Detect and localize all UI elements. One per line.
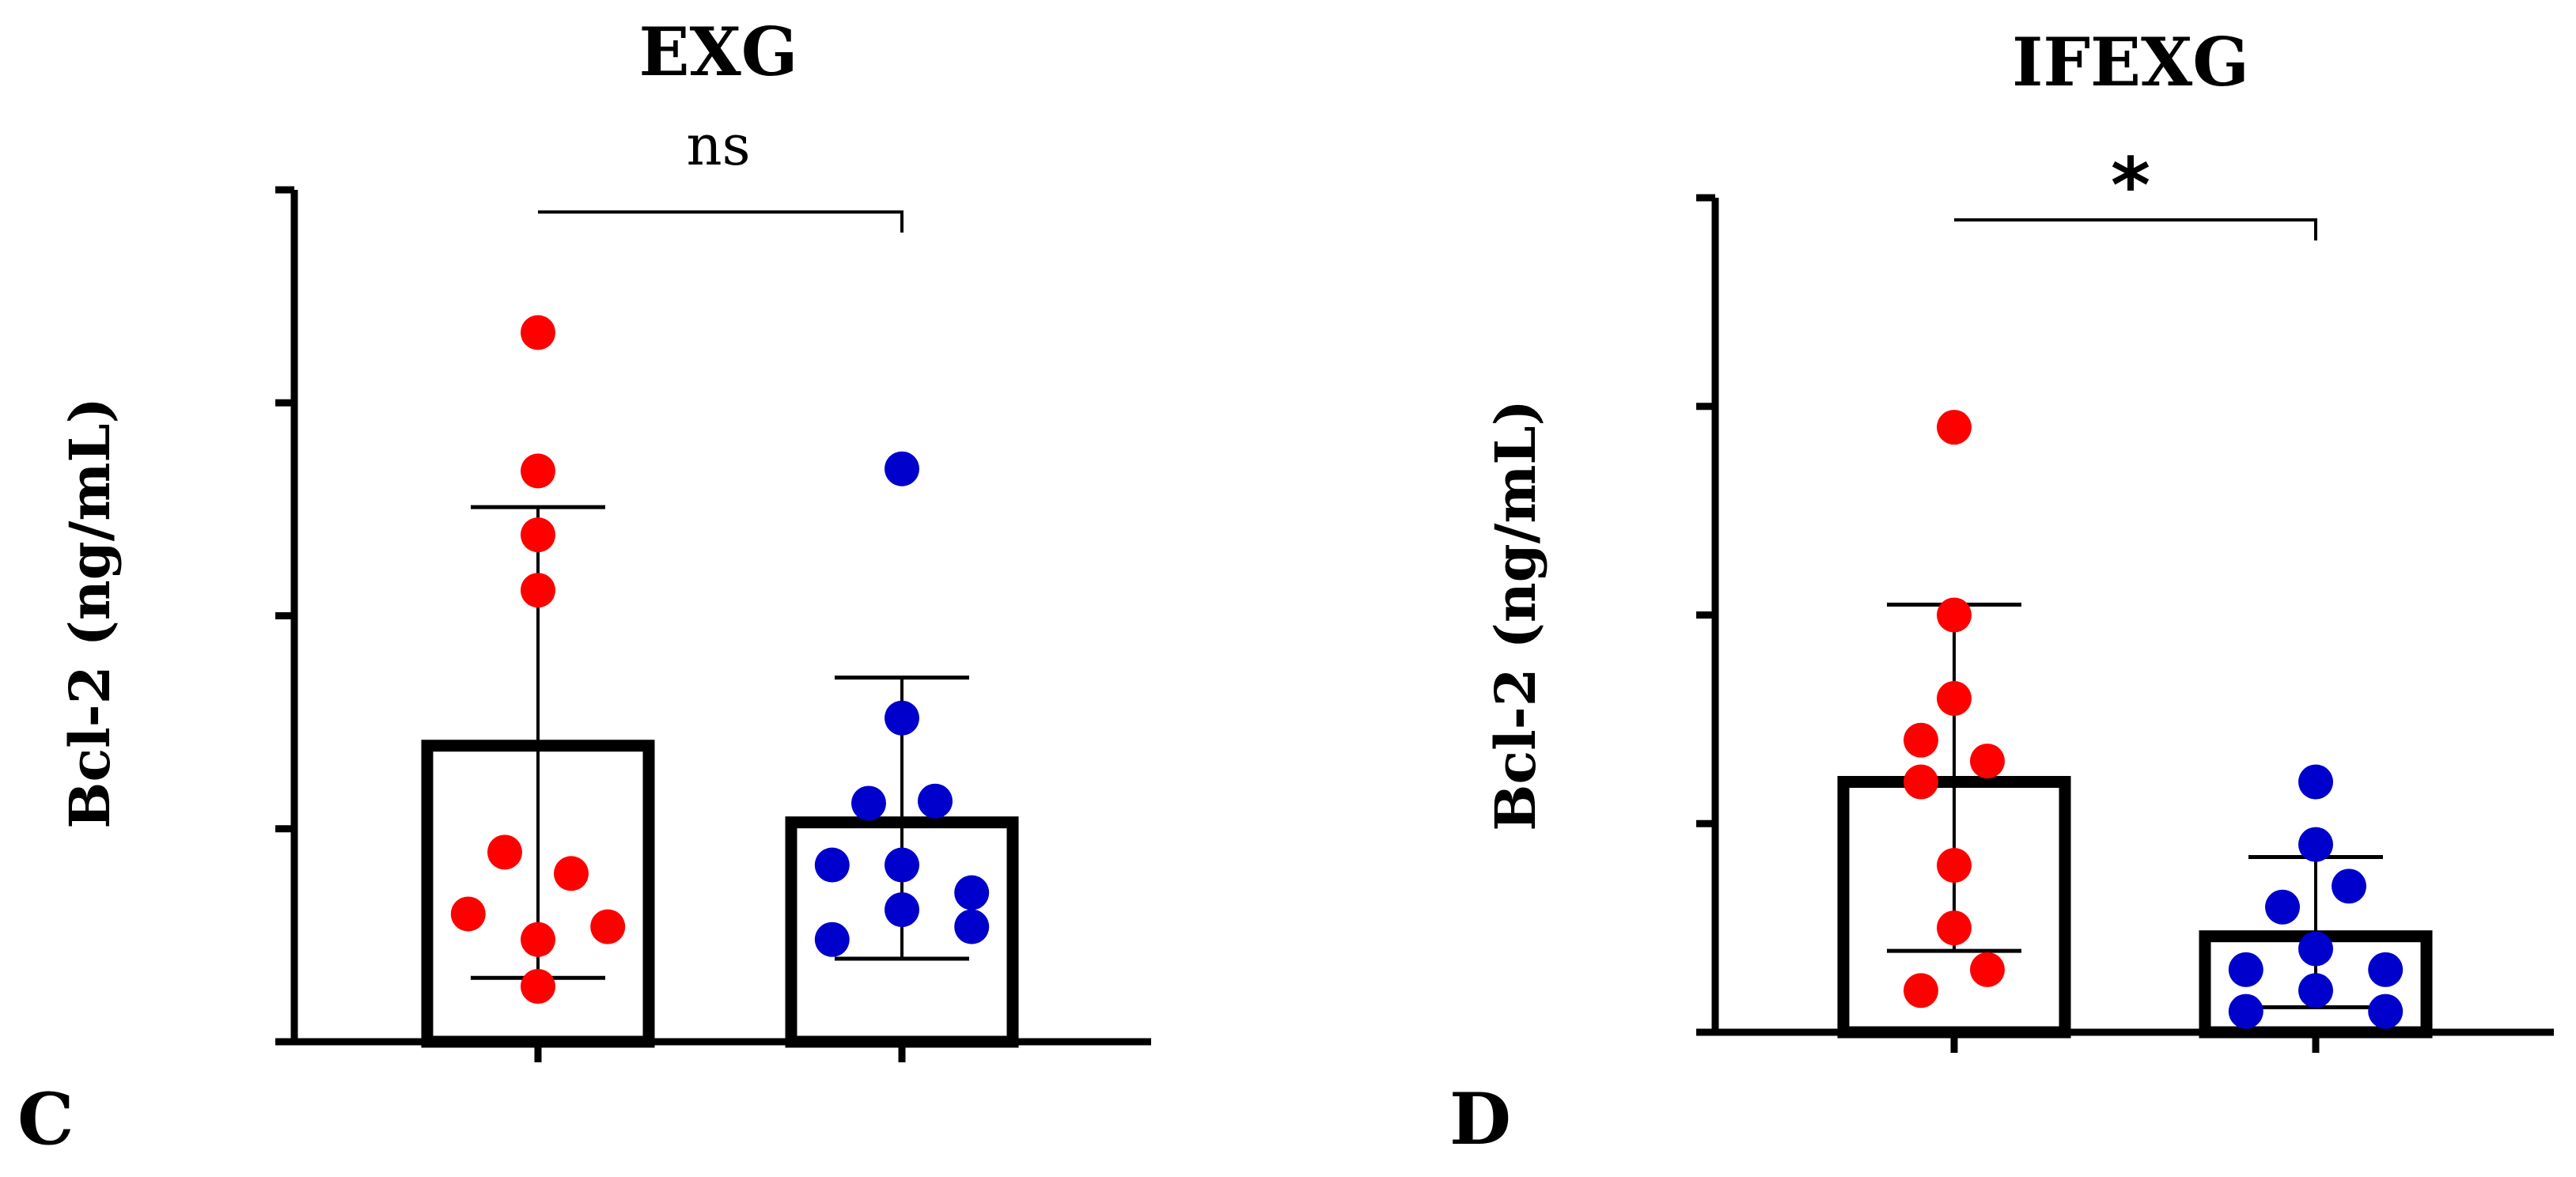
posttest-data-point	[2228, 952, 2263, 987]
pretest-data-point	[1904, 973, 1938, 1009]
panel-label-d: D	[1449, 1077, 1511, 1161]
posttest-data-point	[2368, 952, 2404, 987]
pretest-data-point	[521, 453, 555, 489]
pretest-data-point	[450, 896, 486, 932]
pretest-data-point	[554, 856, 589, 891]
posttest-data-point	[2228, 993, 2263, 1029]
pretest-data-point	[521, 922, 555, 957]
posttest-data-point	[2265, 889, 2300, 925]
pretest-data-point	[1937, 597, 1972, 633]
y-axis-label-d: Bcl-2 (ng/mL)	[1483, 399, 1548, 831]
posttest-data-point	[2298, 827, 2333, 862]
pretest-data-point	[521, 573, 555, 608]
pretest-data-point	[1937, 410, 1972, 445]
pretest-data-point	[521, 517, 555, 553]
chart-title-ifexg: IFEXG	[2012, 23, 2249, 101]
y-axis-label-c: Bcl-2 (ng/mL)	[57, 397, 123, 828]
posttest-data-point	[954, 875, 990, 910]
pretest-data-point	[1904, 722, 1938, 758]
significance-bracket	[1954, 218, 2317, 240]
posttest-data-point	[885, 700, 919, 736]
pretest-data-point	[1904, 764, 1938, 800]
posttest-data-point	[814, 847, 850, 883]
pretest-data-point	[1937, 681, 1972, 716]
posttest-data-point	[2368, 993, 2404, 1029]
posttest-data-point	[2298, 931, 2333, 967]
pretest-data-point	[1937, 910, 1972, 946]
significance-label-c: ns	[686, 113, 750, 178]
panel-label-c: C	[17, 1077, 74, 1161]
posttest-data-point	[2332, 869, 2366, 904]
pretest-data-point	[521, 315, 555, 350]
pretest-data-point	[521, 968, 555, 1004]
pretest-data-point	[590, 909, 626, 944]
pretest-data-point	[487, 834, 522, 870]
panel-d: D IFEXG Bcl-2 (ng/mL) *	[1449, 23, 2554, 1161]
significance-label-d: *	[2111, 142, 2150, 230]
significance-bracket	[538, 210, 903, 233]
posttest-data-point	[2298, 764, 2333, 800]
posttest-data-point	[2298, 973, 2333, 1009]
posttest-data-point	[851, 785, 886, 821]
pretest-data-point	[1970, 952, 2005, 987]
posttest-data-point	[814, 922, 850, 957]
posttest-data-point	[885, 892, 919, 928]
pretest-data-point	[1937, 848, 1972, 883]
posttest-data-point	[918, 783, 953, 819]
posttest-data-point	[954, 909, 990, 944]
panel-c: C EXG Bcl-2 (ng/mL) ns	[17, 13, 1151, 1161]
chart-title-exg: EXG	[639, 13, 798, 91]
pretest-data-point	[1970, 744, 2005, 779]
posttest-data-point	[885, 847, 919, 883]
posttest-data-point	[885, 451, 919, 486]
